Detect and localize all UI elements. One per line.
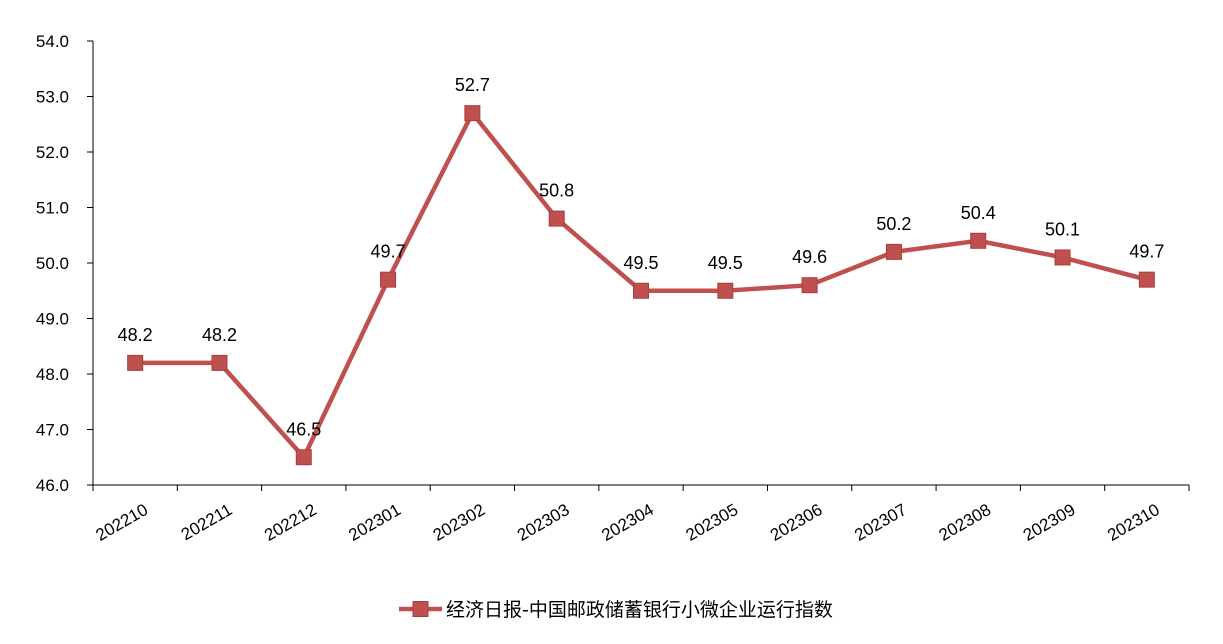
x-tick-label: 202301 xyxy=(345,500,404,545)
data-point-marker xyxy=(211,354,228,371)
legend-label: 经济日报-中国邮政储蓄银行小微企业运行指数 xyxy=(446,599,833,621)
data-label: 49.7 xyxy=(1129,242,1164,262)
data-label: 50.2 xyxy=(876,214,911,234)
x-tick-label: 202306 xyxy=(767,500,826,545)
x-tick-label: 202211 xyxy=(178,500,236,544)
x-tick-label: 202307 xyxy=(851,500,910,545)
x-tick-label: 202303 xyxy=(514,500,573,545)
data-point-marker xyxy=(717,282,734,299)
data-point-marker xyxy=(1138,271,1155,288)
data-point-marker xyxy=(801,277,818,294)
y-tick-label: 52.0 xyxy=(36,143,69,162)
x-axis: 202210 202211 202212 202301 202302 202303 2023… xyxy=(92,484,1190,545)
data-point-marker xyxy=(633,282,649,299)
data-point-marker xyxy=(970,232,987,249)
data-label: 50.4 xyxy=(961,203,996,223)
data-point-marker xyxy=(380,271,397,288)
series-layer: 48.2 48.2 46.5 49.7 52.7 50.8 49.5 49.5 49.6 50.2… xyxy=(118,75,1164,466)
x-tick-label: 202310 xyxy=(1104,500,1163,545)
y-tick-label: 47.0 xyxy=(36,421,69,440)
y-tick-label: 50.0 xyxy=(36,254,69,273)
x-tick-label: 202304 xyxy=(598,500,657,545)
data-point-marker xyxy=(295,449,312,466)
data-label: 48.2 xyxy=(118,325,153,345)
y-tick-label: 48.0 xyxy=(36,365,69,384)
data-label: 50.1 xyxy=(1045,219,1080,239)
data-label: 50.8 xyxy=(539,181,574,201)
y-tick-label: 46.0 xyxy=(36,476,69,495)
data-point-marker xyxy=(1054,249,1071,266)
x-tick-label: 202302 xyxy=(430,500,489,545)
x-tick-label: 202309 xyxy=(1020,500,1079,545)
data-point-marker xyxy=(885,243,902,260)
x-tick-label: 202308 xyxy=(936,500,995,545)
data-label: 46.5 xyxy=(286,419,321,439)
data-label: 49.6 xyxy=(792,247,827,267)
data-label: 52.7 xyxy=(455,75,490,95)
y-tick-label: 53.0 xyxy=(36,88,69,107)
x-tick-label: 202210 xyxy=(93,500,152,545)
x-tick-label: 202305 xyxy=(683,500,742,545)
data-label: 49.5 xyxy=(708,253,743,273)
y-tick-label: 54.0 xyxy=(36,32,69,51)
data-label: 48.2 xyxy=(202,325,237,345)
y-tick-label: 51.0 xyxy=(36,199,69,218)
y-tick-label: 49.0 xyxy=(36,310,69,329)
legend: 经济日报-中国邮政储蓄银行小微企业运行指数 xyxy=(399,599,833,621)
data-point-marker xyxy=(548,210,565,227)
legend-marker xyxy=(412,601,429,617)
y-axis: 46.0 47.0 48.0 49.0 50.0 51.0 52.0 53.0 54.0 xyxy=(36,32,94,495)
data-label: 49.7 xyxy=(371,242,406,262)
data-label: 49.5 xyxy=(623,253,658,273)
data-point-marker xyxy=(464,105,481,122)
data-point-marker xyxy=(127,354,144,371)
x-tick-label: 202212 xyxy=(261,500,320,545)
